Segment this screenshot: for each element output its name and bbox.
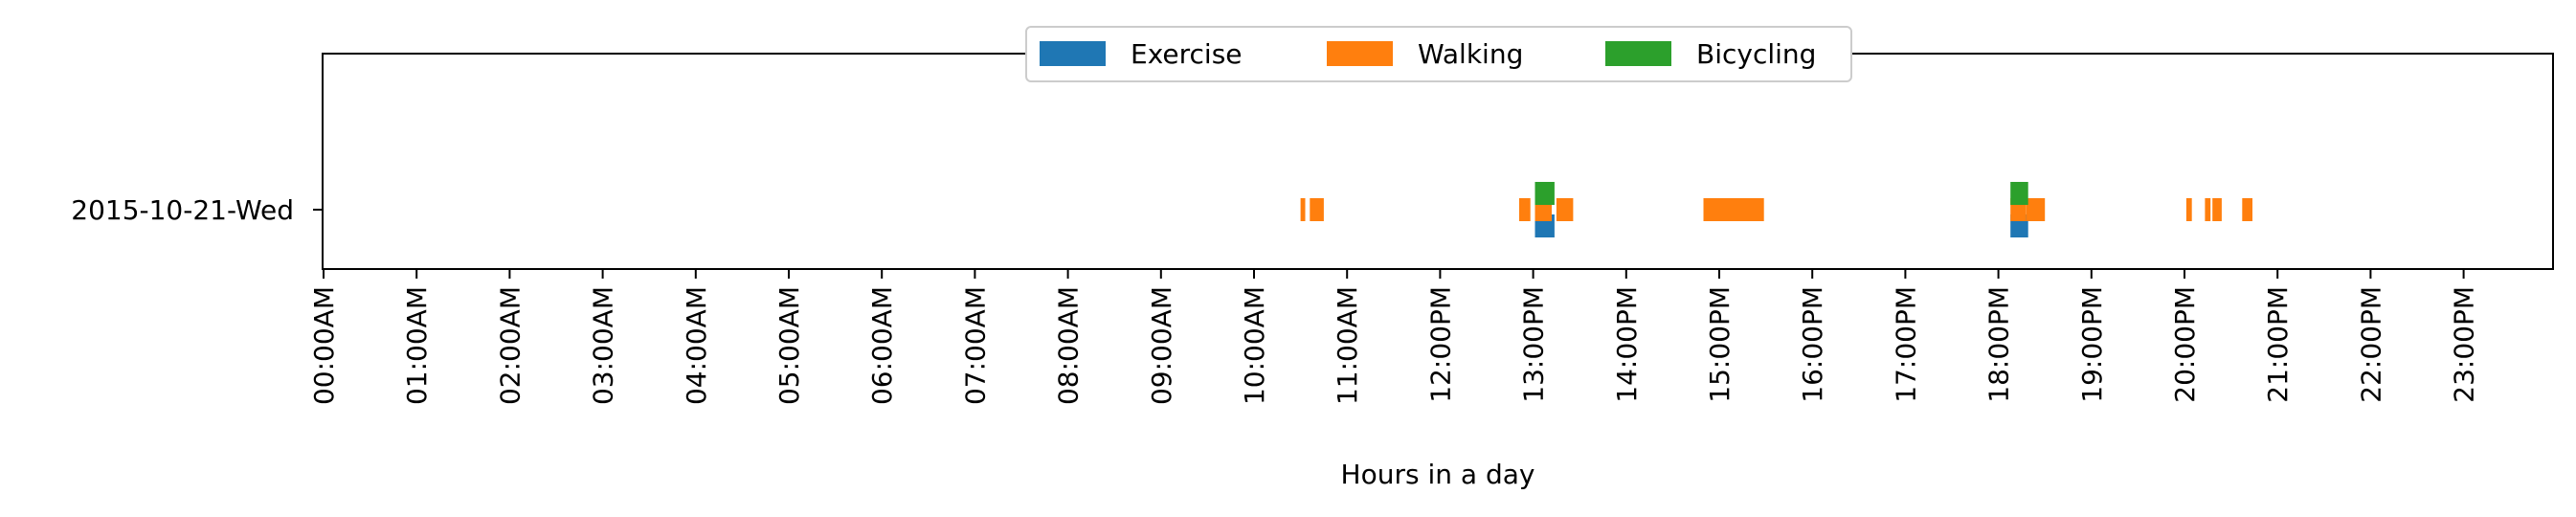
legend-swatch-bicycling <box>1605 41 1671 66</box>
x-tick-label: 05:00AM <box>773 286 805 405</box>
x-tick-label: 03:00AM <box>588 286 619 405</box>
x-tick-label: 11:00AM <box>1332 286 1363 405</box>
bar-walking <box>1519 198 1531 221</box>
legend-frame <box>1025 26 1852 82</box>
x-tick-label: 12:00PM <box>1424 286 1456 403</box>
x-tick-label: 15:00PM <box>1704 286 1736 403</box>
y-axis: 2015-10-21-Wed <box>71 194 323 226</box>
bar-walking <box>1310 198 1324 221</box>
x-tick-label: 13:00PM <box>1518 286 1550 403</box>
bar-walking <box>1703 198 1764 221</box>
x-tick-label: 22:00PM <box>2355 286 2386 403</box>
x-tick-label: 21:00PM <box>2262 286 2294 403</box>
x-tick-label: 02:00AM <box>494 286 526 405</box>
x-tick-label: 09:00AM <box>1146 286 1177 405</box>
legend-swatch-walking <box>1327 41 1393 66</box>
x-axis-label: Hours in a day <box>1341 459 1535 490</box>
bar-walking <box>2026 198 2046 221</box>
x-tick-label: 06:00AM <box>866 286 898 405</box>
legend-label-exercise: Exercise <box>1131 38 1243 70</box>
bar-walking <box>2185 198 2192 221</box>
legend-label-bicycling: Bicycling <box>1696 38 1816 70</box>
plot-area-frame <box>322 53 2554 270</box>
x-tick-label: 07:00AM <box>959 286 991 405</box>
x-tick-label: 16:00PM <box>1797 286 1828 403</box>
x-tick-label: 01:00AM <box>401 286 433 405</box>
x-tick-label: 17:00PM <box>1890 286 1921 403</box>
legend-swatch-exercise <box>1040 41 1106 66</box>
bar-walking <box>2212 198 2222 221</box>
bar-walking <box>1556 198 1574 221</box>
x-tick-label: 20:00PM <box>2169 286 2201 403</box>
x-tick-label: 19:00PM <box>2076 286 2108 403</box>
y-tick-label: 2015-10-21-Wed <box>71 194 294 226</box>
x-tick-label: 00:00AM <box>308 286 340 405</box>
x-tick-label: 04:00AM <box>681 286 712 405</box>
x-tick-label: 08:00AM <box>1053 286 1085 405</box>
x-axis: 00:00AM 01:00AM 02:00AM 03:00AM 04:00AM 05:00… <box>308 269 2480 405</box>
bar-walking <box>2205 198 2211 221</box>
bar-walking <box>2242 198 2252 221</box>
x-tick-label: 23:00PM <box>2449 286 2480 403</box>
x-tick-label: 18:00PM <box>1983 286 2015 403</box>
x-tick-label: 10:00AM <box>1239 286 1270 405</box>
legend: Exercise Walking Bicycling <box>1025 26 1852 82</box>
x-tick-label: 14:00PM <box>1611 286 1643 403</box>
bar-walking <box>1300 198 1306 221</box>
bar-bicycling <box>1534 182 1555 205</box>
bars-layer <box>1300 182 2252 237</box>
bar-bicycling <box>2010 182 2028 205</box>
legend-label-walking: Walking <box>1418 38 1523 70</box>
